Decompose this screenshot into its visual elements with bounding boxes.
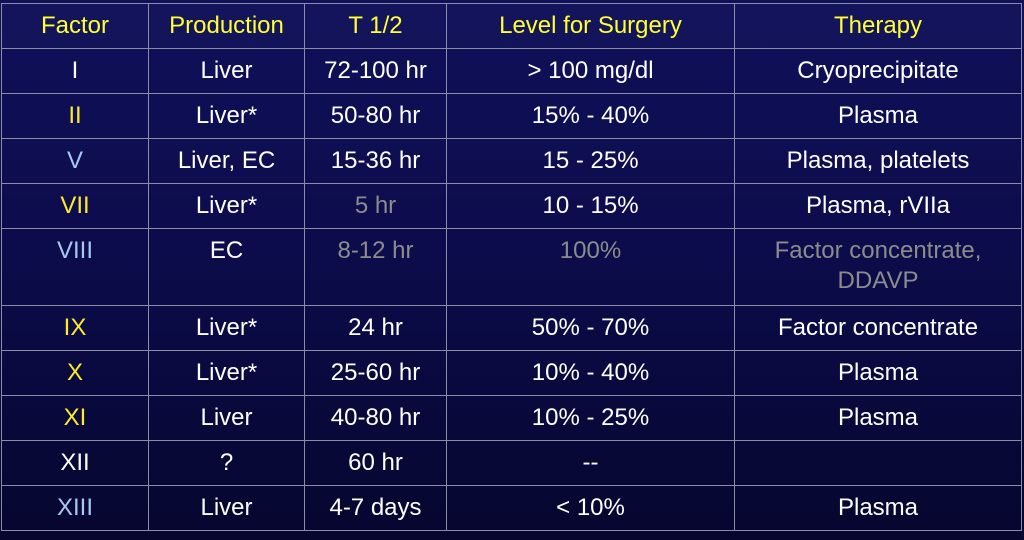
half-life-cell: 24 hr (304, 305, 447, 351)
production-cell: ? (148, 440, 305, 486)
production-cell: Liver* (148, 305, 305, 351)
factor-cell: V (1, 138, 149, 184)
half-life-cell: 60 hr (304, 440, 447, 486)
table-row: XII ? 60 hr -- (1, 440, 1022, 486)
production-cell: EC (148, 228, 305, 306)
therapy-line-1: Factor concentrate, (774, 237, 982, 264)
half-life-cell: 8-12 hr (304, 228, 447, 306)
half-life-cell: 72-100 hr (304, 48, 447, 94)
factor-cell: VII (1, 183, 149, 229)
production-cell: Liver* (148, 93, 305, 139)
therapy-cell: Plasma, platelets (734, 138, 1022, 184)
half-life-cell: 25-60 hr (304, 350, 447, 396)
factor-cell: XII (1, 440, 149, 486)
half-life-cell: 4-7 days (304, 485, 447, 531)
table-row: XI Liver 40-80 hr 10% - 25% Plasma (1, 395, 1022, 441)
table-row: XIII Liver 4-7 days < 10% Plasma (1, 485, 1022, 531)
therapy-cell: Plasma (734, 485, 1022, 531)
header-row: Factor Production T 1/2 Level for Surger… (1, 3, 1022, 49)
half-life-cell: 40-80 hr (304, 395, 447, 441)
production-cell: Liver (148, 48, 305, 94)
half-life-cell: 5 hr (304, 183, 447, 229)
therapy-cell (734, 440, 1022, 486)
therapy-cell: Plasma (734, 395, 1022, 441)
table-row: II Liver* 50-80 hr 15% - 40% Plasma (1, 93, 1022, 139)
level-cell: > 100 mg/dl (446, 48, 735, 94)
level-cell: -- (446, 440, 735, 486)
table-row: V Liver, EC 15-36 hr 15 - 25% Plasma, pl… (1, 138, 1022, 184)
therapy-line-2: DDAVP (837, 267, 919, 294)
level-cell: < 10% (446, 485, 735, 531)
header-half-life: T 1/2 (304, 3, 447, 49)
production-cell: Liver (148, 395, 305, 441)
therapy-cell: Factor concentrate, DDAVP (734, 228, 1022, 306)
level-cell: 15% - 40% (446, 93, 735, 139)
level-cell: 10% - 40% (446, 350, 735, 396)
therapy-cell: Plasma (734, 93, 1022, 139)
header-therapy: Therapy (734, 3, 1022, 49)
production-cell: Liver, EC (148, 138, 305, 184)
therapy-cell: Plasma (734, 350, 1022, 396)
factor-cell: X (1, 350, 149, 396)
factor-cell: XIII (1, 485, 149, 531)
coagulation-factor-table: Factor Production T 1/2 Level for Surger… (1, 3, 1022, 531)
table-row: VII Liver* 5 hr 10 - 15% Plasma, rVIIa (1, 183, 1022, 229)
level-cell: 50% - 70% (446, 305, 735, 351)
table-row: I Liver 72-100 hr > 100 mg/dl Cryoprecip… (1, 48, 1022, 94)
header-factor: Factor (1, 3, 149, 49)
factor-cell: VIII (1, 228, 149, 306)
therapy-cell: Cryoprecipitate (734, 48, 1022, 94)
production-cell: Liver (148, 485, 305, 531)
factor-cell: XI (1, 395, 149, 441)
level-cell: 10 - 15% (446, 183, 735, 229)
header-production: Production (148, 3, 305, 49)
header-level-for-surgery: Level for Surgery (446, 3, 735, 49)
level-cell: 15 - 25% (446, 138, 735, 184)
level-cell: 100% (446, 228, 735, 306)
table-row: VIII EC 8-12 hr 100% Factor concentrate,… (1, 228, 1022, 306)
production-cell: Liver* (148, 183, 305, 229)
factor-cell: II (1, 93, 149, 139)
therapy-cell: Plasma, rVIIa (734, 183, 1022, 229)
factor-cell: IX (1, 305, 149, 351)
production-cell: Liver* (148, 350, 305, 396)
therapy-cell: Factor concentrate (734, 305, 1022, 351)
factor-cell: I (1, 48, 149, 94)
level-cell: 10% - 25% (446, 395, 735, 441)
half-life-cell: 15-36 hr (304, 138, 447, 184)
half-life-cell: 50-80 hr (304, 93, 447, 139)
table-row: IX Liver* 24 hr 50% - 70% Factor concent… (1, 305, 1022, 351)
table-row: X Liver* 25-60 hr 10% - 40% Plasma (1, 350, 1022, 396)
